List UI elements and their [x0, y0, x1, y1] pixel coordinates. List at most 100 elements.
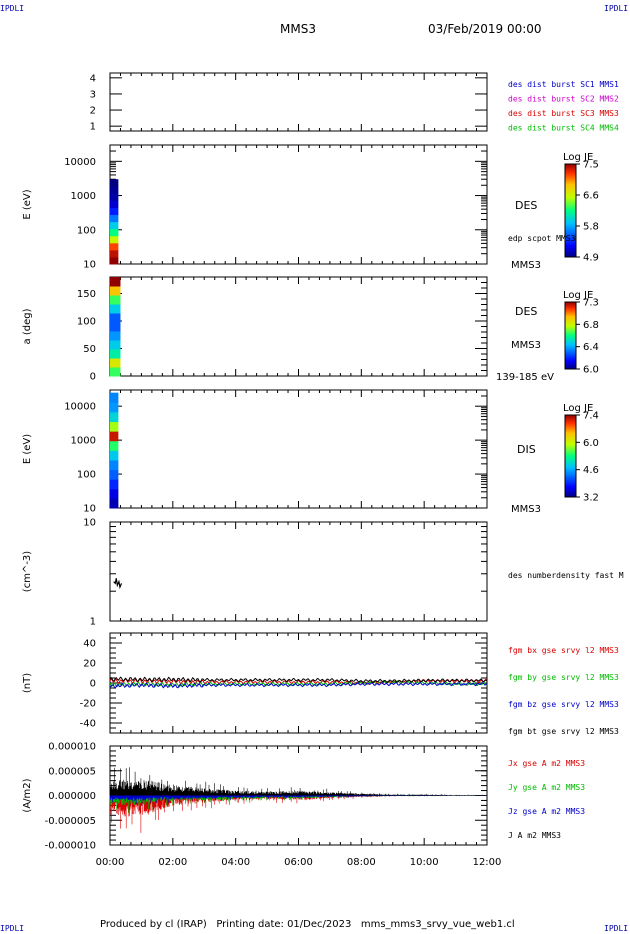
- panel4-colorbar-label: 3.2: [583, 493, 599, 504]
- corner-tag-tr: IPDLI: [604, 4, 629, 13]
- panel7-legend-item: Jx gse A m2 MMS3: [508, 759, 585, 768]
- panel2-ytick-label: 100: [77, 225, 96, 236]
- heatmap-cell: [110, 421, 119, 432]
- panel3-colorbar-label: 7.3: [583, 298, 599, 309]
- corner-tag-tl: IPDLI: [0, 4, 25, 13]
- panel3-colorbar-title: Log JE: [563, 290, 593, 301]
- panel4-right-label: DIS: [517, 443, 536, 456]
- x-tick-label: 00:00: [96, 857, 125, 868]
- panel3-right-label: DES: [515, 305, 537, 318]
- panel3-ytick-label: 50: [83, 344, 96, 355]
- heatmap-cell: [110, 221, 119, 230]
- current-series: [109, 767, 488, 796]
- panel2-ytick-label: 10: [83, 260, 96, 271]
- panel6-ytick-label: -40: [80, 719, 96, 730]
- panel4-colorbar-label: 7.4: [583, 411, 599, 422]
- panel1-legend-item: des dist burst SC3 MMS3: [508, 109, 619, 118]
- panel2-colorbar-label: 4.9: [583, 253, 599, 264]
- page-title: MMS3: [280, 22, 316, 36]
- panel4-ytick-label: 10: [83, 504, 96, 515]
- panel3-bottom-tag: 139-185 eV: [496, 372, 554, 383]
- panel6-ytick-label: 40: [83, 639, 96, 650]
- heatmap-cell: [110, 179, 119, 187]
- field-series: [109, 678, 488, 685]
- panel2-right-label: DES: [515, 199, 537, 212]
- panel3-colorbar: [564, 301, 577, 370]
- panel4-frame: [109, 389, 488, 509]
- panel2-colorbar-label: 7.5: [583, 160, 599, 171]
- heatmap-cell: [110, 228, 119, 237]
- panel3-ytick-label: 0: [90, 372, 96, 383]
- density-series: [113, 578, 123, 590]
- x-tick-label: 12:00: [473, 857, 502, 868]
- heatmap-cell: [110, 235, 119, 244]
- heatmap-cell: [110, 331, 121, 341]
- panel2-colorbar-title: Log JE: [563, 152, 593, 163]
- panel1-legend-item: des dist burst SC4 MMS4: [508, 124, 619, 133]
- panel4-bottom-tag: MMS3: [511, 504, 541, 515]
- panel1-ytick-label: 3: [90, 89, 96, 100]
- x-tick-label: 04:00: [221, 857, 250, 868]
- heatmap-cell: [110, 313, 121, 323]
- panel3-ytick-label: 150: [77, 289, 96, 300]
- panel2-ytick-label: 10000: [64, 157, 96, 168]
- panel7-legend-item: J A m2 MMS3: [508, 831, 561, 840]
- corner-tag-bl: IPDLI: [0, 924, 25, 933]
- panel6-legend-item: fgm by gse srvy l2 MMS3: [508, 673, 619, 682]
- panel3-colorbar-label: 6.4: [583, 342, 599, 353]
- panel2-colorbar: [564, 163, 577, 258]
- panel4-colorbar-label: 6.0: [583, 438, 599, 449]
- panel6-ytick-label: 20: [83, 659, 96, 670]
- heatmap-cell: [110, 340, 121, 350]
- panel6-legend-item: fgm bz gse srvy l2 MMS3: [508, 700, 619, 709]
- heatmap-cell: [110, 295, 121, 305]
- panel1-legend-item: des dist burst SC2 MMS2: [508, 95, 619, 104]
- panel7-ytick-label: -0.000005: [45, 816, 96, 827]
- panel5-ytick-label: 10: [83, 518, 96, 529]
- panel6-ytick-label: 0: [90, 679, 96, 690]
- heatmap-cell: [110, 242, 119, 251]
- heatmap-cell: [110, 193, 119, 201]
- x-tick-label: 10:00: [410, 857, 439, 868]
- panel7-ytick-label: 0.000000: [48, 791, 96, 802]
- panel2-frame: [109, 144, 488, 265]
- heatmap-cell: [110, 358, 121, 368]
- heatmap-cell: [110, 479, 119, 490]
- page-date: 03/Feb/2019 00:00: [428, 22, 542, 36]
- heatmap-cell: [110, 249, 119, 258]
- panel1-frame: [109, 72, 488, 132]
- panel4-ytick-label: 10000: [64, 402, 96, 413]
- footer-text: Produced by cl (IRAP) Printing date: 01/…: [100, 919, 515, 930]
- heatmap-cell: [110, 322, 121, 332]
- heatmap-cell: [110, 256, 119, 265]
- panel1-ytick-label: 2: [90, 106, 96, 117]
- panel4-colorbar-label: 4.6: [583, 465, 599, 476]
- panel3-ytick-label: 100: [77, 317, 96, 328]
- panel6-legend-item: fgm bx gse srvy l2 MMS3: [508, 646, 619, 655]
- panel3-colorbar-label: 6.0: [583, 365, 599, 376]
- panel7-legend-item: Jy gse A m2 MMS3: [508, 783, 585, 792]
- panel2-right-sub: edp scpot MMS3: [508, 234, 576, 243]
- panel7-legend-item: Jz gse A m2 MMS3: [508, 807, 585, 816]
- heatmap-cell: [110, 200, 119, 208]
- panel5-frame: [109, 521, 488, 622]
- panel4-ytick-label: 100: [77, 470, 96, 481]
- panel1-ytick-label: 1: [90, 122, 96, 133]
- panel1-ytick-label: 4: [90, 73, 96, 84]
- corner-tag-br: IPDLI: [604, 924, 629, 933]
- panel7-ytick-label: 0.000010: [48, 742, 96, 753]
- heatmap-cell: [110, 277, 121, 287]
- panel6-ytick-label: -20: [80, 699, 96, 710]
- panel2-ytick-label: 1000: [71, 191, 96, 202]
- heatmap-cell: [110, 411, 119, 423]
- field-series: [109, 681, 488, 689]
- x-tick-label: 02:00: [158, 857, 187, 868]
- heatmap-cell: [110, 459, 119, 471]
- panel4-ylabel: E (eV): [22, 434, 33, 464]
- panel7-ytick-label: 0.000005: [48, 766, 96, 777]
- panel4-colorbar-title: Log JE: [563, 403, 593, 414]
- heatmap-cell: [110, 367, 121, 377]
- x-tick-label: 08:00: [347, 857, 376, 868]
- panel3-colorbar-label: 6.8: [583, 320, 599, 331]
